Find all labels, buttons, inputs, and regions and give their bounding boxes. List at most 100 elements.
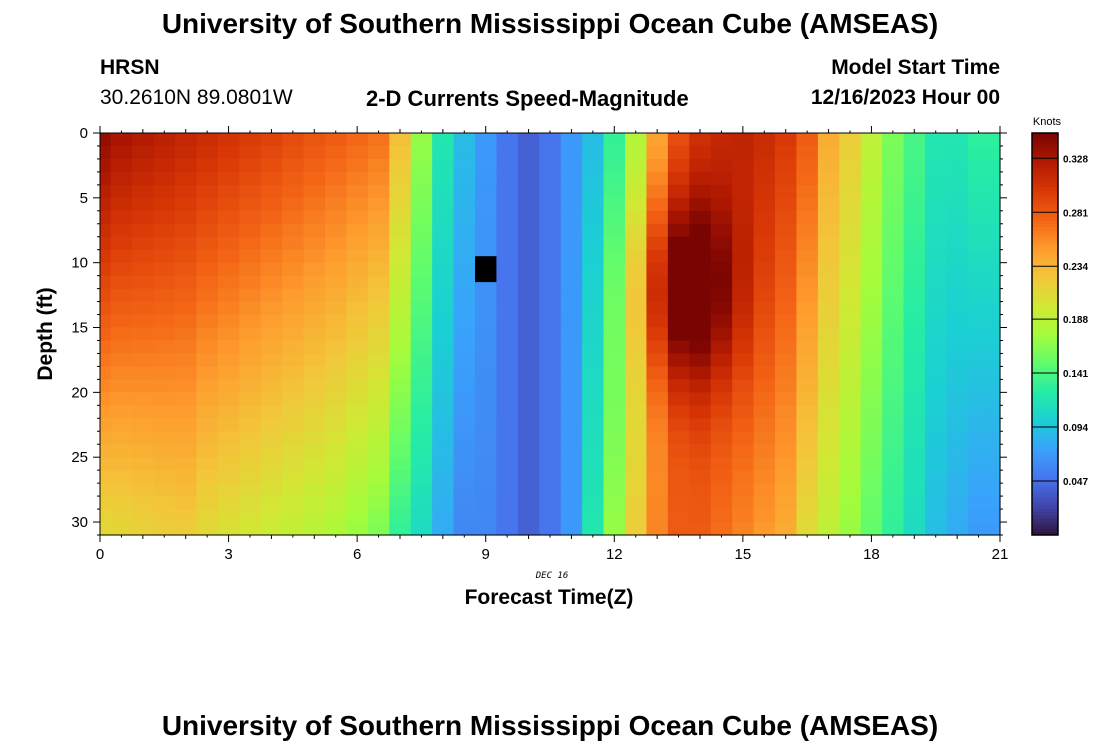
heatmap-cell: [432, 392, 455, 406]
heatmap-cell: [796, 353, 819, 368]
heatmap-cell: [603, 145, 626, 160]
model-start-label: Model Start Time: [831, 56, 1000, 79]
colorbar-segment: [1032, 293, 1058, 298]
heatmap-cell: [367, 236, 390, 251]
heatmap-cell: [175, 236, 198, 251]
heatmap-cell: [989, 249, 1001, 264]
colorbar-segment: [1032, 488, 1058, 492]
heatmap-cell: [582, 184, 605, 199]
heatmap-cell: [667, 470, 690, 484]
heatmap-cell: [753, 133, 776, 147]
heatmap-cell: [432, 457, 455, 471]
heatmap-cell: [625, 288, 648, 303]
heatmap-cell: [453, 353, 476, 368]
heatmap-cell: [260, 171, 283, 186]
heatmap-cell: [282, 457, 305, 471]
heatmap-cell: [453, 262, 476, 277]
heatmap-cell: [925, 236, 948, 251]
heatmap-cell: [582, 171, 605, 186]
heatmap-cell: [389, 158, 412, 173]
colorbar-segment: [1032, 277, 1058, 281]
heatmap-cell: [860, 314, 883, 329]
heatmap-cell: [753, 249, 776, 264]
colorbar-segment: [1032, 364, 1058, 368]
heatmap-cell: [560, 171, 583, 186]
heatmap-cell: [110, 314, 133, 329]
colorbar-segment: [1032, 380, 1058, 385]
heatmap-cell: [132, 210, 155, 225]
heatmap-cell: [625, 314, 648, 329]
heatmap-cell: [367, 184, 390, 199]
heatmap-cell: [432, 405, 455, 419]
heatmap-cell: [989, 133, 1001, 147]
heatmap-cell: [100, 522, 112, 536]
heatmap-cell: [710, 379, 733, 393]
heatmap-cell: [303, 288, 326, 303]
heatmap-cell: [817, 171, 840, 186]
heatmap-cell: [710, 275, 733, 290]
heatmap-cell: [839, 509, 862, 523]
heatmap-cell: [100, 145, 112, 160]
heatmap-cell: [432, 509, 455, 523]
heatmap-cell: [989, 145, 1001, 160]
heatmap-cell: [153, 496, 176, 510]
heatmap-cell: [475, 379, 498, 393]
heatmap-cell: [667, 210, 690, 225]
heatmap-cell: [582, 457, 605, 471]
heatmap-cell: [732, 496, 755, 510]
heatmap-cell: [346, 171, 369, 186]
heatmap-cell: [410, 470, 433, 484]
model-start-value: 12/16/2023 Hour 00: [810, 86, 1000, 109]
heatmap-cell: [196, 288, 219, 303]
heatmap-cell: [903, 366, 926, 380]
heatmap-cell: [667, 366, 690, 380]
heatmap-cell: [475, 301, 498, 316]
heatmap-cell: [582, 509, 605, 523]
heatmap-cell: [925, 366, 948, 380]
heatmap-cell: [732, 197, 755, 212]
x-tick-label: 6: [353, 546, 361, 563]
colorbar-segment: [1032, 447, 1058, 452]
colorbar-segment: [1032, 414, 1058, 419]
colorbar-segment: [1032, 478, 1058, 482]
heatmap-cell: [367, 158, 390, 173]
heatmap-cell: [967, 145, 990, 160]
heatmap-cell: [110, 444, 133, 458]
heatmap-cell: [710, 288, 733, 303]
heatmap-cell: [732, 340, 755, 355]
heatmap-cell: [710, 431, 733, 445]
heatmap-cell: [475, 145, 498, 160]
heatmap-cell: [260, 444, 283, 458]
colorbar-segment: [1032, 444, 1058, 449]
heatmap-cell: [196, 470, 219, 484]
heatmap-cell: [110, 236, 133, 251]
heatmap-cell: [946, 509, 969, 523]
heatmap-cell: [710, 405, 733, 419]
colorbar-segment: [1032, 133, 1058, 137]
heatmap-cell: [432, 470, 455, 484]
heatmap-cell: [539, 470, 562, 484]
heatmap-cell: [110, 353, 133, 368]
colorbar-segment: [1032, 230, 1058, 234]
heatmap-cell: [132, 288, 155, 303]
colorbar-segment: [1032, 531, 1058, 536]
heatmap-cell: [989, 158, 1001, 173]
heatmap-cell: [432, 171, 455, 186]
heatmap-cell: [132, 483, 155, 497]
heatmap-cell: [132, 262, 155, 277]
heatmap-cell: [946, 288, 969, 303]
heatmap-cell: [239, 366, 262, 380]
heatmap-cell: [453, 379, 476, 393]
heatmap-cell: [882, 522, 905, 536]
heatmap-cell: [100, 210, 112, 225]
heatmap-cell: [517, 457, 540, 471]
colorbar-segment: [1032, 287, 1058, 291]
heatmap-cell: [925, 496, 948, 510]
heatmap-cell: [453, 197, 476, 212]
heatmap-cell: [967, 210, 990, 225]
colorbar-tick-label: 0.047: [1063, 477, 1088, 488]
heatmap-cell: [860, 522, 883, 536]
heatmap-cell: [817, 405, 840, 419]
heatmap-cell: [517, 366, 540, 380]
heatmap-cell: [346, 249, 369, 264]
